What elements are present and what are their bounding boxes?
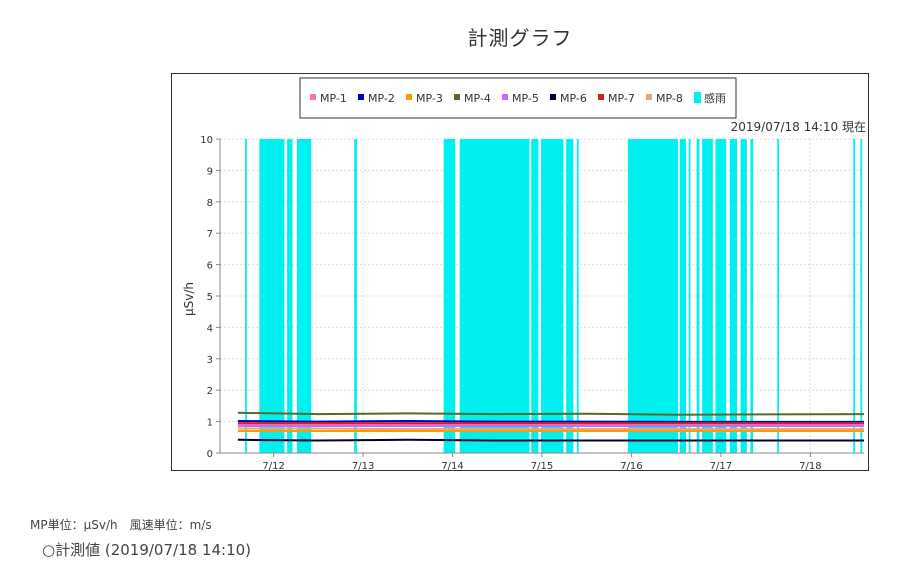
series-line-mp-8: [237, 427, 864, 431]
rain-bar: [860, 139, 863, 453]
measured-value-heading: ○計測値 (2019/07/18 14:10): [42, 541, 252, 559]
legend-label-mp-4: MP-4: [464, 92, 491, 105]
x-tick-label: 7/12: [262, 461, 284, 472]
y-tick-label: 5: [207, 292, 213, 303]
rain-bar: [740, 139, 747, 453]
y-tick-label: 3: [207, 355, 213, 366]
chart-svg: MP-1 MP-2 MP-3 MP-4 MP-5 MP-6 MP-7 MP-8 感雨 2019/…: [182, 77, 866, 472]
rain-bar: [679, 139, 687, 453]
rain-bar: [245, 139, 247, 453]
axes: 0 1 2 3 4 5 6 7 8 9 10 7/12 7/13 7/14 7/15 7/16 7/17 7/18: [200, 135, 864, 472]
rain-bar: [541, 139, 564, 453]
legend-box: [299, 77, 737, 119]
legend-swatch-mp-5: [502, 94, 508, 100]
legend-swatch-mp-2: [358, 94, 364, 100]
y-tick-label: 8: [207, 198, 213, 209]
series-line-mp-4: [237, 411, 865, 416]
y-tick-label: 7: [207, 229, 213, 240]
rain-bar: [354, 139, 357, 453]
legend-label-mp-1: MP-1: [320, 92, 347, 105]
legend-swatch-rain: [694, 92, 701, 103]
legend-label-mp-3: MP-3: [416, 92, 443, 105]
legend-label-mp-8: MP-8: [656, 92, 683, 105]
series-line-mp-6: [237, 438, 864, 442]
legend-swatch-mp-6: [550, 94, 556, 100]
legend-label-rain: 感雨: [704, 92, 726, 105]
y-tick-label: 4: [207, 323, 213, 334]
x-tick-label: 7/13: [352, 461, 374, 472]
y-tick-label: 2: [207, 386, 213, 397]
legend-label-mp-2: MP-2: [368, 92, 395, 105]
rain-bar: [688, 139, 691, 453]
rain-bar: [566, 139, 574, 453]
legend: MP-1 MP-2 MP-3 MP-4 MP-5 MP-6 MP-7 MP-8 感雨: [310, 92, 726, 105]
timestamp-label: 2019/07/18 14:10 現在: [731, 120, 866, 134]
y-tick-label: 1: [207, 418, 213, 429]
rain-bar: [576, 139, 579, 453]
measurement-chart: MP-1 MP-2 MP-3 MP-4 MP-5 MP-6 MP-7 MP-8 感雨 2019/…: [171, 73, 869, 472]
rain-bar: [443, 139, 456, 453]
rain-bar: [531, 139, 539, 453]
legend-label-mp-6: MP-6: [560, 92, 587, 105]
rain-bar: [259, 139, 285, 453]
x-tick-label: 7/16: [620, 461, 642, 472]
rain-bar: [627, 139, 678, 453]
y-tick-label: 9: [207, 166, 213, 177]
rain-bar: [750, 139, 754, 453]
legend-swatch-mp-7: [598, 94, 604, 100]
rain-bar: [459, 139, 530, 453]
rain-bar: [696, 139, 700, 453]
x-tick-label: 7/14: [441, 461, 463, 472]
legend-swatch-mp-1: [310, 94, 316, 100]
legend-label-mp-7: MP-7: [608, 92, 635, 105]
legend-label-mp-5: MP-5: [512, 92, 539, 105]
series-line-mp-2: [237, 419, 864, 423]
y-tick-label: 6: [207, 261, 213, 272]
rain-bar: [296, 139, 312, 453]
rain-bar: [715, 139, 727, 453]
rain-bar: [853, 139, 856, 453]
page-title: 計測グラフ: [467, 26, 573, 50]
legend-swatch-mp-3: [406, 94, 412, 100]
y-axis-label: μSv/h: [182, 282, 196, 316]
x-tick-label: 7/18: [799, 461, 821, 472]
x-tick-label: 7/17: [710, 461, 732, 472]
rain-bar: [702, 139, 713, 453]
legend-swatch-mp-8: [646, 94, 652, 100]
rain-bar: [287, 139, 293, 453]
rain-bar: [777, 139, 780, 453]
units-note: MP単位：μSv/h 風速単位：m/s: [30, 518, 212, 532]
x-tick-label: 7/15: [531, 461, 553, 472]
series-lines: [237, 411, 865, 442]
y-tick-label: 10: [200, 135, 213, 146]
rain-bars: [245, 139, 863, 453]
y-tick-label: 0: [207, 449, 213, 460]
rain-bar: [729, 139, 737, 453]
legend-swatch-mp-4: [454, 94, 460, 100]
